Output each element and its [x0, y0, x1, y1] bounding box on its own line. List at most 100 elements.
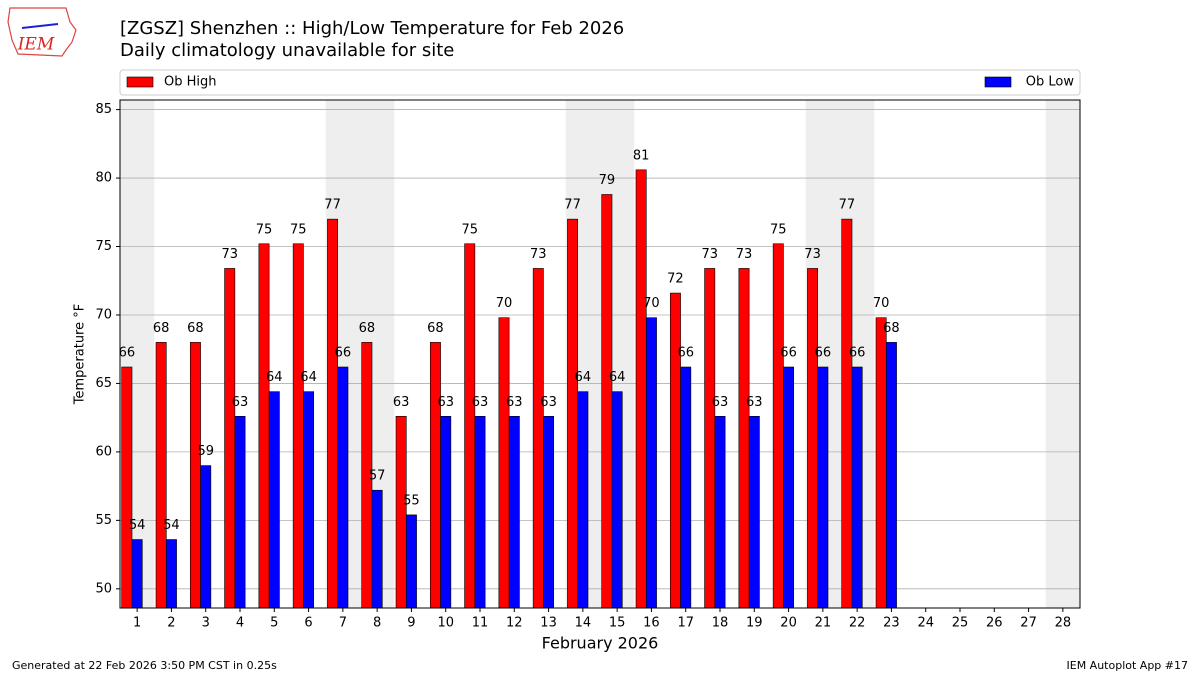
value-label: 63	[746, 395, 763, 410]
value-label: 66	[815, 346, 832, 361]
logo-outline	[7, 7, 77, 57]
x-tick-label: 1	[133, 616, 141, 631]
x-tick-label: 2	[167, 616, 175, 631]
bar	[395, 416, 407, 609]
y-axis-label: Temperature °F	[73, 304, 88, 405]
chart-subtitle: Daily climatology unavailable for site	[120, 40, 454, 61]
x-tick-label: 15	[609, 616, 626, 631]
value-label: 70	[496, 296, 513, 311]
bar	[405, 514, 417, 609]
x-tick-label: 16	[643, 616, 660, 631]
value-label: 63	[437, 395, 454, 410]
x-tick-label: 26	[986, 616, 1003, 631]
value-label: 73	[701, 247, 718, 262]
bar	[327, 218, 339, 609]
legend-swatch	[984, 76, 1012, 88]
value-label: 81	[633, 148, 650, 163]
value-label: 68	[153, 321, 170, 336]
x-tick-label: 4	[236, 616, 244, 631]
bar	[440, 416, 452, 609]
logo-text: IEM	[17, 35, 55, 55]
bar	[474, 416, 486, 609]
bar	[611, 391, 623, 609]
bar	[748, 416, 760, 609]
value-label: 79	[599, 173, 616, 188]
x-tick-label: 3	[202, 616, 210, 631]
value-label: 73	[221, 247, 238, 262]
bar	[303, 391, 315, 609]
logo: IEM	[7, 7, 77, 57]
y-tick-label: 70	[95, 307, 112, 322]
y-tick-label: 85	[95, 102, 112, 117]
value-label: 54	[163, 518, 180, 533]
bar	[704, 268, 716, 609]
value-label: 68	[187, 321, 204, 336]
bar	[498, 317, 510, 609]
bar	[851, 366, 863, 609]
value-label: 59	[197, 444, 214, 459]
x-tick-label: 13	[540, 616, 557, 631]
value-label: 73	[804, 247, 821, 262]
x-tick-label: 6	[304, 616, 312, 631]
value-label: 66	[119, 346, 136, 361]
bar	[337, 366, 349, 609]
value-label: 64	[575, 370, 592, 385]
bar	[885, 342, 897, 609]
bar	[807, 268, 819, 609]
value-label: 75	[461, 222, 478, 237]
bar	[817, 366, 829, 609]
legend-label: Ob High	[164, 75, 217, 90]
x-axis-label: February 2026	[542, 634, 659, 653]
bar	[200, 465, 212, 609]
bar	[875, 317, 887, 609]
x-tick-label: 10	[437, 616, 454, 631]
value-label: 70	[873, 296, 890, 311]
value-label: 75	[770, 222, 787, 237]
bar	[189, 342, 201, 609]
value-label: 54	[129, 518, 146, 533]
value-label: 77	[564, 198, 581, 213]
value-label: 63	[540, 395, 557, 410]
logo-line	[21, 23, 59, 29]
chart-title: [ZGSZ] Shenzhen :: High/Low Temperature …	[120, 18, 624, 39]
bar	[464, 243, 476, 609]
value-label: 64	[300, 370, 317, 385]
x-tick-label: 22	[849, 616, 866, 631]
x-tick-label: 5	[270, 616, 278, 631]
y-tick-label: 65	[95, 376, 112, 391]
value-label: 72	[667, 272, 684, 287]
bar	[669, 292, 681, 609]
bar	[131, 539, 143, 609]
bar	[645, 317, 657, 609]
bar	[783, 366, 795, 609]
bar	[258, 243, 270, 609]
bar	[635, 169, 647, 609]
value-label: 68	[883, 321, 900, 336]
bar	[268, 391, 280, 609]
x-tick-label: 21	[815, 616, 832, 631]
value-label: 66	[780, 346, 797, 361]
bar	[234, 416, 246, 609]
x-tick-label: 17	[677, 616, 694, 631]
value-label: 66	[677, 346, 694, 361]
bar	[292, 243, 304, 609]
footer-left: Generated at 22 Feb 2026 3:50 PM CST in …	[12, 659, 277, 672]
value-label: 77	[324, 198, 341, 213]
x-tick-label: 9	[407, 616, 415, 631]
x-tick-label: 19	[746, 616, 763, 631]
bar	[121, 366, 133, 609]
weekend-shade	[1045, 100, 1080, 608]
value-label: 63	[393, 395, 410, 410]
x-tick-label: 20	[780, 616, 797, 631]
y-tick-label: 80	[95, 171, 112, 186]
x-tick-label: 11	[472, 616, 489, 631]
bar	[738, 268, 750, 609]
value-label: 63	[506, 395, 523, 410]
value-label: 77	[839, 198, 856, 213]
x-tick-label: 23	[883, 616, 900, 631]
bar	[155, 342, 167, 609]
value-label: 75	[256, 222, 273, 237]
legend-box	[119, 69, 1081, 96]
